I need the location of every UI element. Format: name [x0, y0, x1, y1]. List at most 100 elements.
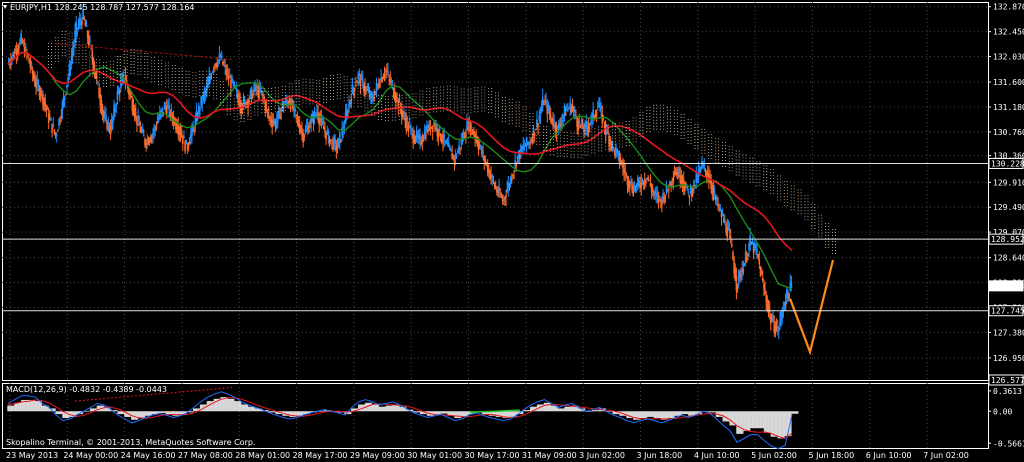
macd-bar: [180, 411, 182, 415]
candle-body: [531, 138, 534, 143]
x-tick-label: 3 Jun 02:00: [579, 451, 625, 460]
macd-bar: [533, 406, 535, 412]
candle-body: [501, 198, 504, 202]
candle-body: [105, 115, 107, 120]
candle-body: [65, 93, 67, 95]
macd-bar: [634, 411, 636, 420]
candle-body: [568, 108, 570, 110]
macd-bar: [174, 411, 177, 416]
macd-bar: [719, 411, 721, 417]
candle-body: [778, 328, 780, 332]
candle-body: [193, 129, 196, 132]
candle-body: [522, 144, 525, 150]
macd-bar: [681, 411, 683, 415]
macd-bar: [499, 411, 501, 417]
candle-body: [496, 188, 498, 193]
macd-bar: [437, 411, 439, 415]
candle-body: [76, 27, 79, 29]
macd-bar: [120, 411, 123, 415]
y-tick-label: 128.640: [993, 254, 1024, 263]
candle-body: [540, 107, 543, 112]
candle-body: [471, 129, 474, 135]
candle-body: [494, 185, 497, 189]
candle-body: [253, 88, 255, 92]
candle-body: [580, 119, 583, 126]
macd-bar: [445, 411, 447, 414]
macd-bar: [485, 411, 487, 415]
macd-bar: [377, 404, 379, 412]
macd-bar: [744, 411, 746, 432]
candle-body: [269, 117, 271, 119]
macd-bar: [783, 411, 785, 439]
macd-bar: [517, 411, 519, 415]
candle-body: [402, 111, 404, 115]
candle-body: [725, 224, 727, 233]
candle-body: [630, 181, 632, 183]
candle-body: [475, 135, 478, 140]
main-panel-frame: [2, 2, 989, 381]
macd-bar: [754, 411, 757, 429]
macd-bar: [221, 397, 224, 412]
macd-bar: [205, 404, 207, 412]
macd-bar: [298, 411, 300, 416]
candle-body: [523, 146, 526, 148]
candle-body: [215, 63, 217, 68]
macd-bar: [662, 411, 665, 420]
macd-bar: [250, 406, 252, 412]
macd-bar: [285, 411, 288, 416]
macd-bar: [572, 405, 574, 412]
macd-bar: [93, 408, 95, 412]
macd-bar: [55, 411, 57, 415]
candle-body: [66, 84, 68, 89]
macd-bar: [442, 411, 445, 414]
candle-body: [367, 89, 370, 92]
macd-bar: [707, 411, 710, 412]
candle-body: [322, 126, 325, 130]
macd-bar: [521, 411, 524, 415]
candle-body: [587, 125, 590, 130]
macd-bar: [762, 411, 765, 429]
candle-body: [194, 117, 197, 126]
candle-body: [310, 118, 312, 124]
candle-body: [394, 90, 396, 101]
candle-body: [353, 88, 356, 91]
candle-body: [141, 128, 144, 133]
candle-body: [637, 177, 639, 186]
candle-body: [266, 109, 269, 111]
macd-bar: [515, 411, 517, 417]
candle-body: [227, 76, 230, 80]
candle-body: [167, 106, 169, 108]
macd-bar: [505, 411, 508, 419]
candle-body: [143, 135, 145, 137]
candle-body: [61, 102, 64, 111]
candle-body: [41, 90, 43, 92]
candle-body: [773, 323, 776, 333]
candle-body: [155, 126, 158, 128]
candle-body: [461, 140, 464, 142]
x-tick-label: 7 Jun 02:00: [923, 451, 969, 460]
candle-body: [180, 132, 183, 137]
macd-bar: [625, 411, 627, 416]
macd-bar: [758, 411, 760, 429]
candle-body: [695, 172, 698, 183]
candle-body: [149, 137, 152, 143]
candle-body: [557, 122, 560, 130]
macd-bar: [24, 399, 26, 412]
candle-body: [112, 116, 114, 124]
candle-body: [758, 260, 761, 265]
macd-bar: [642, 411, 644, 419]
candle-body: [766, 299, 769, 310]
price-label-box: [988, 157, 1024, 169]
candle-body: [702, 163, 704, 166]
candle-body: [564, 111, 567, 116]
candle-body: [217, 60, 220, 62]
candle-body: [492, 179, 495, 181]
macd-bar: [797, 411, 799, 414]
macd-bar: [296, 411, 298, 416]
macd-bar: [182, 411, 185, 415]
macd-bar: [607, 411, 610, 412]
macd-bar: [267, 410, 269, 412]
candle-body: [533, 132, 536, 137]
macd-bar: [527, 410, 530, 412]
